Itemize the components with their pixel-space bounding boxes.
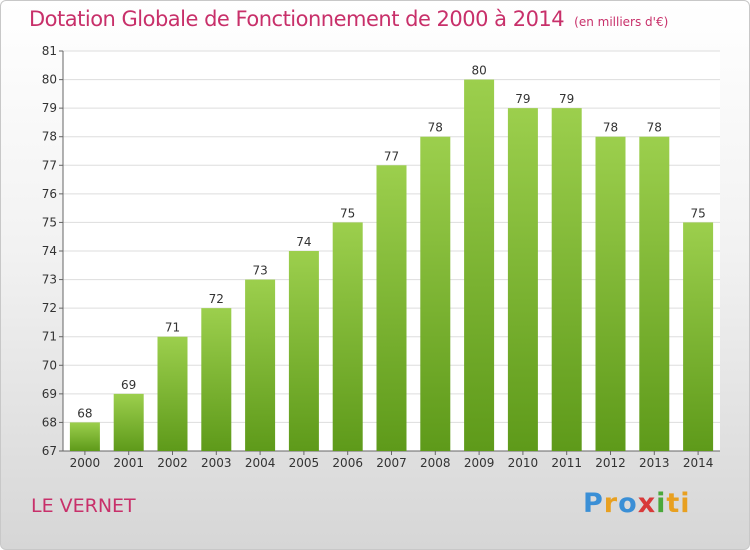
y-tick-label: 69 [42,387,57,401]
bar [157,336,188,451]
y-tick-label: 81 [42,44,57,58]
y-tick-label: 72 [42,301,57,315]
logo-letter: x [637,488,657,519]
y-tick-label: 79 [42,101,57,115]
logo-letter: r [603,488,619,519]
x-tick-label: 2008 [420,456,451,470]
x-tick-label: 2005 [289,456,320,470]
y-tick-label: 77 [42,158,57,172]
x-tick-label: 2000 [70,456,101,470]
bar [113,393,144,451]
data-label: 79 [515,92,530,106]
bar [683,222,714,451]
data-label: 77 [384,149,399,163]
data-label: 78 [647,121,662,135]
x-tick-label: 2006 [332,456,363,470]
chart-title-text: Dotation Globale de Fonctionnement de 20… [29,7,565,31]
x-tick-label: 2011 [551,456,582,470]
data-label: 78 [603,121,618,135]
x-tick-label: 2004 [245,456,276,470]
data-label: 78 [428,121,443,135]
data-label: 68 [77,406,92,420]
x-tick-label: 2003 [201,456,232,470]
logo-letter: ti [666,488,691,519]
x-tick-label: 2001 [113,456,144,470]
x-tick-label: 2007 [376,456,407,470]
data-label: 75 [340,206,355,220]
bar [288,251,319,451]
y-tick-label: 74 [42,244,57,258]
x-tick-label: 2013 [639,456,670,470]
x-tick-label: 2009 [464,456,495,470]
x-tick-label: 2010 [508,456,539,470]
x-tick-label: 2012 [595,456,626,470]
y-tick-label: 76 [42,187,57,201]
data-label: 80 [471,64,486,78]
bar [376,165,407,452]
bar [464,79,495,452]
logo-letter: P [583,488,604,519]
y-tick-label: 78 [42,130,57,144]
bar [201,308,232,451]
data-label: 69 [121,378,136,392]
data-label: 75 [690,206,705,220]
data-label: 74 [296,235,311,249]
proxiti-logo: Proxiti [583,488,691,519]
data-label: 73 [252,264,267,278]
data-label: 79 [559,92,574,106]
bar [420,136,451,451]
bar [551,108,582,452]
y-tick-label: 75 [42,215,57,229]
logo-letter: o [618,488,638,519]
bar [69,422,100,451]
chart-unit: (en milliers d'€) [574,15,669,29]
y-tick-label: 71 [42,330,57,344]
data-label: 72 [209,292,224,306]
y-tick-label: 80 [42,73,57,87]
place-name: LE VERNET [31,495,136,517]
logo-letter: i [656,488,667,519]
bar [332,222,363,451]
chart-title: Dotation Globale de Fonctionnement de 20… [29,7,668,31]
bar [245,279,276,451]
x-tick-label: 2014 [683,456,714,470]
y-tick-label: 73 [42,273,57,287]
y-tick-label: 70 [42,358,57,372]
y-tick-label: 68 [42,415,57,429]
x-tick-label: 2002 [157,456,188,470]
bar [507,108,538,452]
data-label: 71 [165,321,180,335]
y-tick-label: 67 [42,444,57,458]
bar [595,136,626,451]
bar [639,136,670,451]
